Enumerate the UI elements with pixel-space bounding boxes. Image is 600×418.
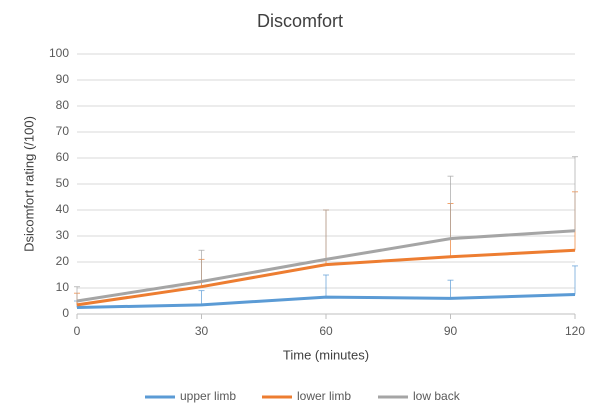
y-tick-label: 60 <box>56 150 70 164</box>
series-line <box>76 229 576 303</box>
x-tick-label: 30 <box>195 324 209 338</box>
y-tick-label: 50 <box>56 176 70 190</box>
y-tick-label: 10 <box>56 280 70 294</box>
series-line <box>76 248 576 307</box>
legend-label: lower limb <box>297 389 351 403</box>
x-tick-label: 90 <box>444 324 458 338</box>
y-tick-label: 0 <box>62 306 69 320</box>
legend-label: low back <box>413 389 461 403</box>
y-axis-title: Dsicomfort rating (/100) <box>21 116 36 252</box>
series-line <box>76 293 576 309</box>
y-tick-label: 40 <box>56 202 70 216</box>
y-tick-label: 20 <box>56 254 70 268</box>
chart-title: Discomfort <box>257 11 343 31</box>
x-tick-label: 0 <box>74 324 81 338</box>
x-tick-label: 120 <box>565 324 585 338</box>
y-tick-label: 70 <box>56 124 70 138</box>
y-tick-label: 100 <box>49 46 69 60</box>
y-tick-label: 80 <box>56 98 70 112</box>
x-axis-title: Time (minutes) <box>283 347 369 362</box>
legend-label: upper limb <box>180 389 236 403</box>
y-tick-label: 30 <box>56 228 70 242</box>
x-tick-label: 60 <box>319 324 333 338</box>
y-tick-label: 90 <box>56 72 70 86</box>
